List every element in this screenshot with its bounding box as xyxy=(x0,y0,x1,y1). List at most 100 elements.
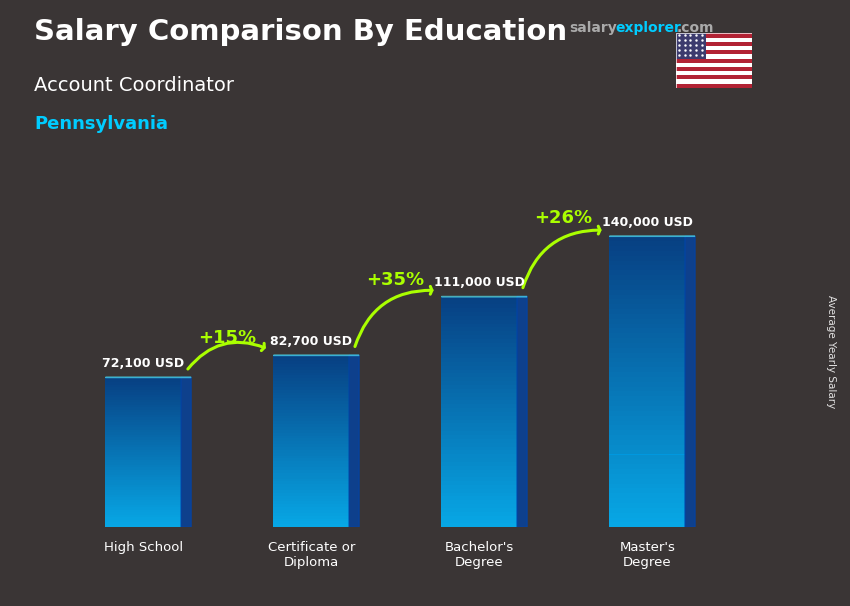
Bar xyxy=(676,38,752,42)
Bar xyxy=(609,459,685,464)
Polygon shape xyxy=(349,355,360,527)
Bar xyxy=(441,442,517,447)
Bar xyxy=(609,474,685,479)
Bar xyxy=(105,472,181,474)
Bar xyxy=(274,484,349,487)
Bar xyxy=(105,505,181,507)
Bar xyxy=(274,524,349,527)
Bar xyxy=(609,367,685,372)
Bar xyxy=(105,450,181,452)
Bar xyxy=(676,84,752,88)
Bar xyxy=(609,338,685,343)
Bar xyxy=(441,427,517,431)
Bar xyxy=(609,488,685,493)
Bar xyxy=(441,501,517,504)
Bar xyxy=(105,425,181,427)
Bar xyxy=(274,467,349,470)
Bar xyxy=(609,348,685,353)
Bar xyxy=(676,59,752,62)
Bar xyxy=(441,519,517,524)
Bar xyxy=(274,501,349,504)
Bar xyxy=(105,474,181,478)
Bar xyxy=(441,355,517,358)
Text: 82,700 USD: 82,700 USD xyxy=(270,335,352,348)
Bar xyxy=(274,376,349,378)
Bar xyxy=(441,373,517,378)
Bar xyxy=(441,462,517,466)
Bar xyxy=(274,487,349,490)
Bar xyxy=(274,418,349,421)
Bar xyxy=(105,478,181,480)
Polygon shape xyxy=(685,236,695,527)
Bar xyxy=(274,407,349,410)
Bar xyxy=(105,385,181,387)
Bar xyxy=(609,299,685,304)
Bar xyxy=(274,490,349,493)
Bar xyxy=(441,339,517,343)
Bar xyxy=(274,453,349,456)
Bar xyxy=(105,490,181,492)
Bar xyxy=(441,358,517,362)
Bar xyxy=(105,422,181,425)
Bar xyxy=(105,407,181,410)
Bar xyxy=(609,382,685,387)
Bar xyxy=(105,438,181,440)
Bar xyxy=(609,251,685,256)
Bar xyxy=(441,496,517,501)
Bar xyxy=(274,384,349,387)
Bar xyxy=(105,460,181,462)
Bar xyxy=(609,479,685,484)
Bar xyxy=(609,430,685,435)
Bar xyxy=(609,484,685,488)
Bar xyxy=(609,304,685,309)
Bar xyxy=(441,447,517,450)
Text: salary: salary xyxy=(570,21,617,35)
Bar xyxy=(105,427,181,430)
Bar xyxy=(609,309,685,314)
Bar xyxy=(274,430,349,433)
Bar xyxy=(441,466,517,470)
Bar xyxy=(441,431,517,435)
Bar xyxy=(274,447,349,450)
Bar xyxy=(609,518,685,522)
Bar xyxy=(274,387,349,390)
Bar xyxy=(274,496,349,499)
Bar xyxy=(105,525,181,527)
Bar xyxy=(105,390,181,393)
Bar xyxy=(441,381,517,385)
Bar xyxy=(105,465,181,467)
Bar xyxy=(274,476,349,479)
Bar xyxy=(609,445,685,450)
Bar xyxy=(441,439,517,442)
Bar xyxy=(609,328,685,333)
Bar xyxy=(274,499,349,501)
Bar xyxy=(609,493,685,498)
Bar xyxy=(105,382,181,385)
Bar xyxy=(105,445,181,447)
Bar xyxy=(441,301,517,304)
Bar xyxy=(609,324,685,328)
Bar xyxy=(274,410,349,413)
Bar xyxy=(609,265,685,270)
Bar xyxy=(105,470,181,472)
Bar xyxy=(441,508,517,512)
Text: +26%: +26% xyxy=(534,209,592,227)
Bar xyxy=(105,412,181,415)
Bar xyxy=(441,458,517,462)
Bar xyxy=(609,391,685,396)
Text: 111,000 USD: 111,000 USD xyxy=(434,276,524,289)
Bar xyxy=(609,401,685,406)
Bar xyxy=(105,402,181,405)
Bar xyxy=(441,319,517,324)
Bar xyxy=(441,473,517,478)
Text: +35%: +35% xyxy=(366,271,424,289)
Bar xyxy=(609,358,685,362)
Bar xyxy=(609,513,685,518)
Bar xyxy=(441,296,517,301)
Bar xyxy=(274,370,349,373)
Bar xyxy=(609,295,685,299)
Bar xyxy=(274,436,349,439)
Bar xyxy=(441,470,517,473)
Text: Pennsylvania: Pennsylvania xyxy=(34,115,168,133)
Bar xyxy=(609,464,685,469)
